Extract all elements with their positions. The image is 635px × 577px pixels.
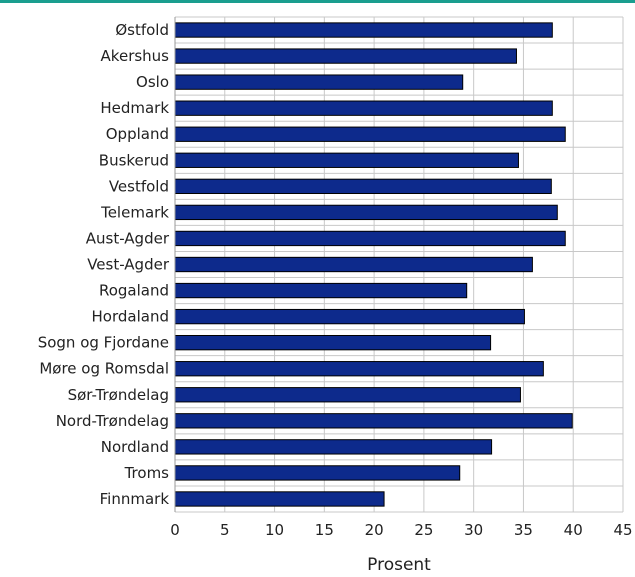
category-label: Nord-Trøndelag [56, 412, 169, 430]
bar [174, 282, 468, 299]
category-label: Akershus [101, 47, 170, 65]
bar [174, 439, 493, 455]
x-tick-label: 5 [220, 521, 230, 539]
x-tick-label: 10 [265, 521, 284, 539]
category-label: Oppland [106, 125, 169, 143]
category-label: Vest-Agder [87, 256, 170, 274]
bar [174, 204, 558, 221]
bar [174, 152, 519, 168]
category-label: Troms [124, 464, 170, 482]
category-label: Vestfold [109, 177, 169, 195]
category-label: Aust-Agder [86, 229, 170, 247]
x-tick-label: 15 [315, 521, 334, 539]
category-label: Sogn og Fjordane [38, 334, 169, 352]
bar [174, 334, 492, 351]
bar [174, 387, 521, 403]
x-tick-label: 30 [464, 521, 483, 539]
bar [174, 256, 533, 273]
category-label: Hedmark [100, 99, 169, 117]
category-label: Hordaland [92, 308, 169, 326]
x-tick-label: 0 [170, 521, 180, 539]
bar [174, 491, 385, 507]
category-label: Telemark [100, 203, 169, 221]
x-tick-label: 25 [414, 521, 433, 539]
bar [174, 100, 553, 116]
bar [174, 178, 552, 195]
top-accent-rule [0, 0, 635, 3]
bar [174, 74, 464, 90]
x-tick-label: 20 [365, 521, 384, 539]
category-label: Rogaland [99, 282, 169, 300]
category-label: Sør-Trøndelag [68, 386, 169, 404]
bar [174, 361, 544, 377]
bar [174, 413, 573, 429]
bar [174, 230, 566, 247]
bar [174, 126, 566, 142]
x-tick-label: 35 [514, 521, 533, 539]
category-label: Nordland [101, 438, 169, 456]
x-tick-label: 40 [564, 521, 583, 539]
bar [174, 22, 553, 38]
category-label: Møre og Romsdal [39, 360, 169, 378]
category-label: Oslo [136, 73, 169, 91]
category-label: Finnmark [100, 490, 170, 508]
bar [174, 308, 525, 325]
bar [174, 465, 461, 481]
category-label: Østfold [115, 21, 169, 39]
x-axis-title: Prosent [367, 555, 431, 575]
bar [174, 48, 517, 64]
x-tick-label: 45 [613, 521, 632, 539]
category-label: Buskerud [99, 151, 169, 169]
